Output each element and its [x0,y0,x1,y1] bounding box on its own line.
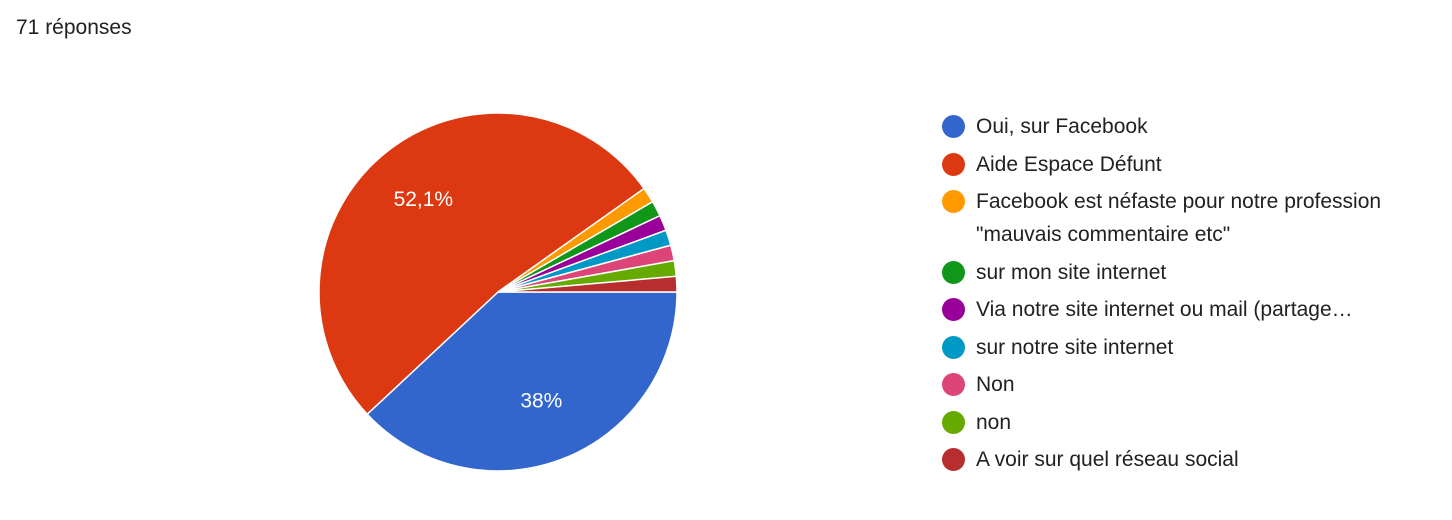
pie-slice [497,275,678,293]
legend-marker [942,335,965,359]
legend: Oui, sur Facebook Aide Espace Défunt Faceb… [942,110,1412,481]
pie-slice [366,291,678,472]
legend-marker [942,373,965,396]
legend-marker [942,190,965,213]
legend-item: sur mon site internet [942,256,1412,289]
legend-marker [942,448,965,471]
legend-item: Facebook est néfaste pour notre professi… [942,185,1412,251]
legend-label: sur mon site internet [976,260,1167,284]
legend-marker [942,410,965,434]
legend-item: non [942,406,1412,439]
legend-item: Via notre site internet ou mail (partage… [942,293,1412,326]
value-label: 52,1% [394,188,454,211]
legend-item: Non [942,368,1412,401]
value-label: 38% [520,389,562,412]
pie-slice [318,112,646,416]
legend-label: non [976,410,1012,434]
legend-item: sur notre site internet [942,331,1412,364]
legend-label: sur notre site internet [976,335,1174,359]
legend-label: Oui, sur Facebook [976,115,1148,138]
legend-marker [942,260,965,284]
legend-marker [942,298,965,321]
chart-title: 71 réponses [16,16,132,39]
legend-label: Non [976,373,1015,396]
legend-item: Oui, sur Facebook [942,110,1412,143]
legend-label: A voir sur quel réseau social [976,448,1239,471]
legend-item: A voir sur quel réseau social [942,443,1412,476]
legend-label: Via notre site internet ou mail (partage… [976,298,1353,321]
legend-label: Aide Espace Défunt [976,152,1162,176]
legend-marker [942,152,965,176]
legend-marker [942,115,965,138]
legend-label: Facebook est néfaste pour notre professi… [976,190,1382,246]
chart: 38% 52,1% [318,112,678,472]
legend-item: Aide Espace Défunt [942,148,1412,181]
